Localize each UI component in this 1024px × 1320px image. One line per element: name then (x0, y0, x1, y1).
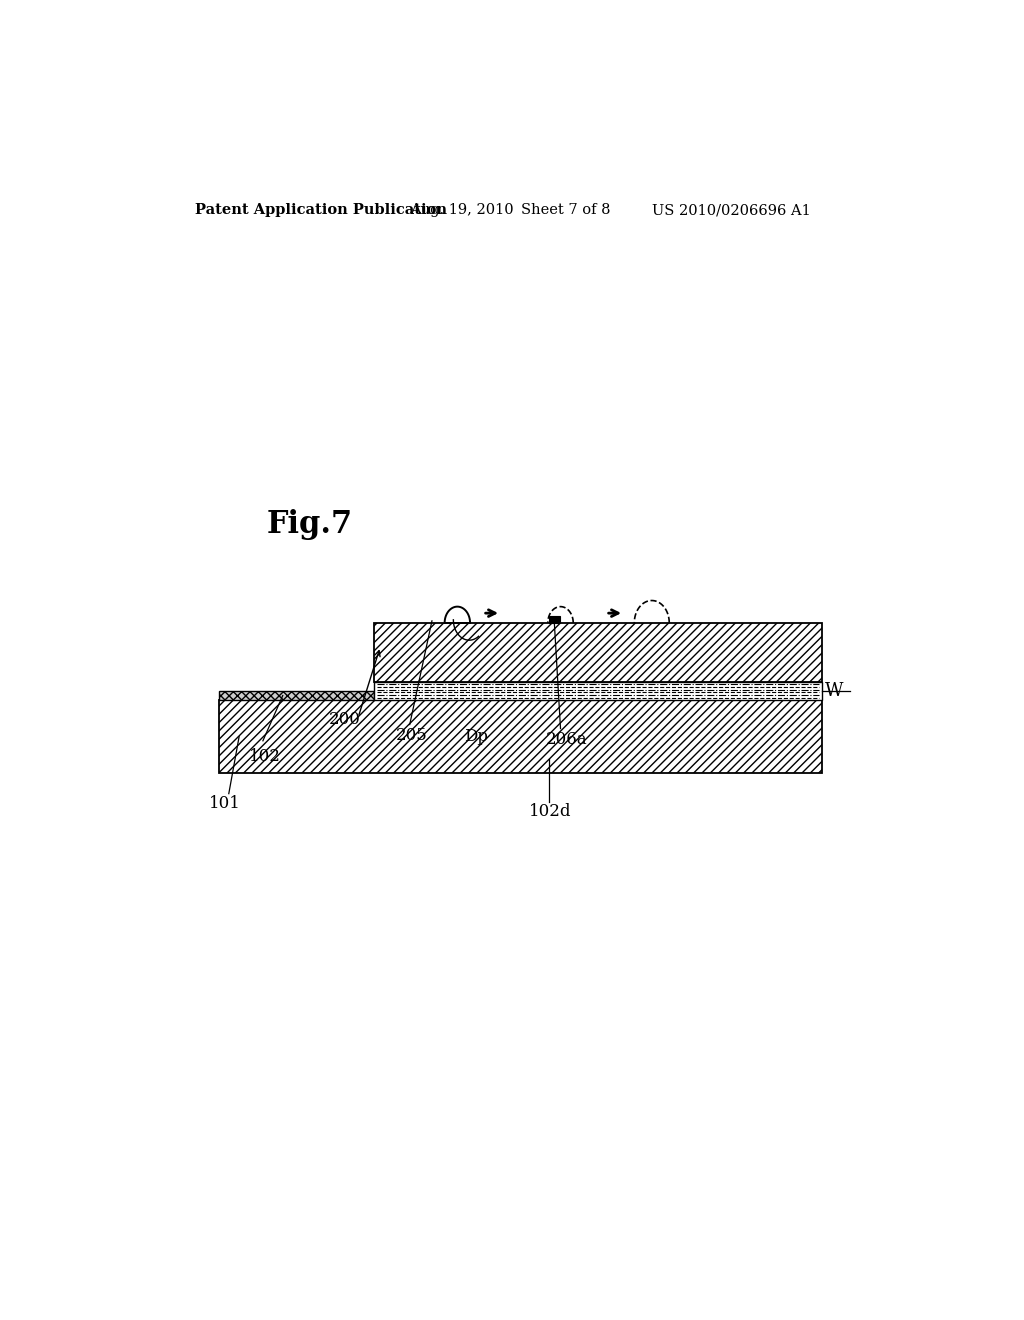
Text: 205: 205 (396, 726, 428, 743)
Bar (219, 690, 374, 700)
Text: W: W (824, 682, 844, 700)
Text: 206a: 206a (546, 731, 588, 747)
Text: Dp: Dp (465, 727, 488, 744)
Text: US 2010/0206696 A1: US 2010/0206696 A1 (652, 203, 811, 216)
Text: Aug. 19, 2010: Aug. 19, 2010 (410, 203, 513, 216)
Bar (374, 682, 822, 700)
Text: Sheet 7 of 8: Sheet 7 of 8 (521, 203, 610, 216)
Bar (219, 700, 822, 774)
Bar (374, 623, 822, 682)
Bar (219, 690, 374, 700)
Text: Fig.7: Fig.7 (267, 510, 353, 540)
Text: 101: 101 (209, 795, 241, 812)
Bar (549, 615, 560, 623)
Text: 102d: 102d (528, 803, 571, 820)
Text: 102: 102 (249, 748, 281, 764)
Text: Patent Application Publication: Patent Application Publication (196, 203, 447, 216)
Text: 200: 200 (329, 711, 360, 729)
